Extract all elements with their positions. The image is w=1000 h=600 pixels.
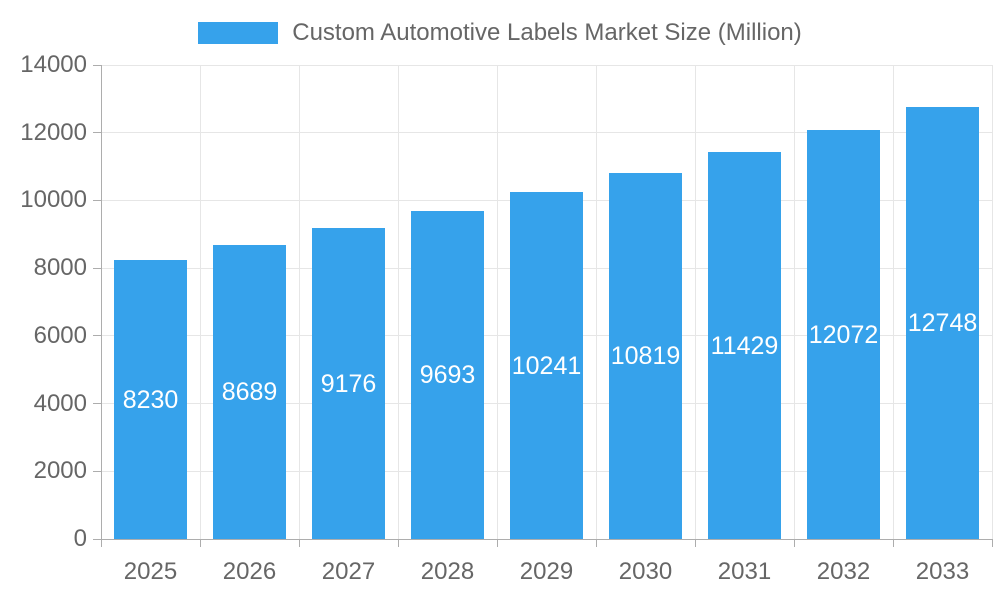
bar[interactable]: [708, 152, 781, 539]
bar-value-label: 10241: [511, 351, 582, 380]
h-gridline: [101, 132, 992, 134]
y-axis-label: 14000: [20, 51, 87, 78]
v-gridline: [892, 65, 894, 539]
y-axis-tick: [93, 403, 101, 405]
y-axis-tick: [93, 470, 101, 472]
y-axis-tick: [93, 132, 101, 134]
v-gridline: [397, 65, 399, 539]
x-axis-label: 2030: [618, 558, 673, 585]
bar-value-label: 8230: [122, 385, 179, 414]
bar[interactable]: [213, 244, 286, 539]
v-gridline: [595, 65, 597, 539]
bar-value-label: 12072: [808, 320, 879, 349]
y-axis-tick: [93, 199, 101, 201]
x-axis-tick: [694, 539, 696, 547]
y-axis-label: 12000: [20, 118, 87, 146]
bar[interactable]: [906, 107, 979, 539]
x-axis-label: 2032: [816, 558, 871, 585]
x-axis-tick: [397, 539, 399, 547]
x-axis-label: 2033: [915, 558, 970, 585]
legend-swatch: [198, 22, 279, 44]
x-axis-label: 2027: [321, 558, 376, 585]
x-axis-label: 2025: [123, 558, 178, 585]
v-gridline: [694, 65, 696, 539]
x-axis-tick: [496, 539, 498, 547]
x-axis-tick: [793, 539, 795, 547]
x-axis-tick: [298, 539, 300, 547]
bar-value-label: 11429: [710, 331, 779, 360]
legend-label: Custom Automotive Labels Market Size (Mi…: [292, 19, 802, 46]
y-axis-label: 8000: [33, 254, 87, 282]
bar[interactable]: [114, 260, 187, 539]
y-axis-tick: [93, 64, 101, 66]
legend-item[interactable]: Custom Automotive Labels Market Size (Mi…: [198, 20, 802, 46]
y-axis-label: 2000: [33, 457, 87, 485]
bar[interactable]: [312, 228, 385, 539]
bar[interactable]: [609, 172, 682, 539]
x-axis-label: 2028: [420, 558, 475, 585]
bar[interactable]: [510, 192, 583, 539]
v-gridline: [199, 65, 201, 539]
x-axis-label: 2026: [222, 558, 277, 585]
x-axis-tick: [100, 539, 102, 547]
bar-value-label: 12748: [907, 309, 978, 338]
x-axis-tick: [199, 539, 201, 547]
x-axis-line: [101, 538, 992, 540]
y-axis-line: [100, 65, 102, 539]
x-axis-tick: [892, 539, 894, 547]
bar[interactable]: [807, 130, 880, 539]
bar-value-label: 9176: [320, 369, 377, 398]
v-gridline: [991, 65, 993, 539]
y-axis-label: 0: [73, 525, 87, 552]
v-gridline: [793, 65, 795, 539]
legend: Custom Automotive Labels Market Size (Mi…: [0, 20, 1000, 46]
x-axis-label: 2029: [519, 558, 574, 585]
x-axis-tick: [595, 539, 597, 547]
y-axis-tick: [93, 538, 101, 540]
v-gridline: [496, 65, 498, 539]
bar-value-label: 9693: [419, 360, 476, 389]
bar[interactable]: [411, 210, 484, 539]
bar-value-label: 10819: [610, 341, 681, 370]
y-axis-tick: [93, 267, 101, 269]
y-axis-label: 4000: [33, 389, 87, 417]
y-axis-tick: [93, 335, 101, 337]
x-axis-tick: [991, 539, 993, 547]
h-gridline: [101, 64, 992, 66]
v-gridline: [298, 65, 300, 539]
y-axis-label: 6000: [33, 321, 87, 349]
y-axis-label: 10000: [20, 186, 87, 214]
bar-value-label: 8689: [221, 377, 278, 406]
x-axis-label: 2031: [717, 558, 772, 585]
